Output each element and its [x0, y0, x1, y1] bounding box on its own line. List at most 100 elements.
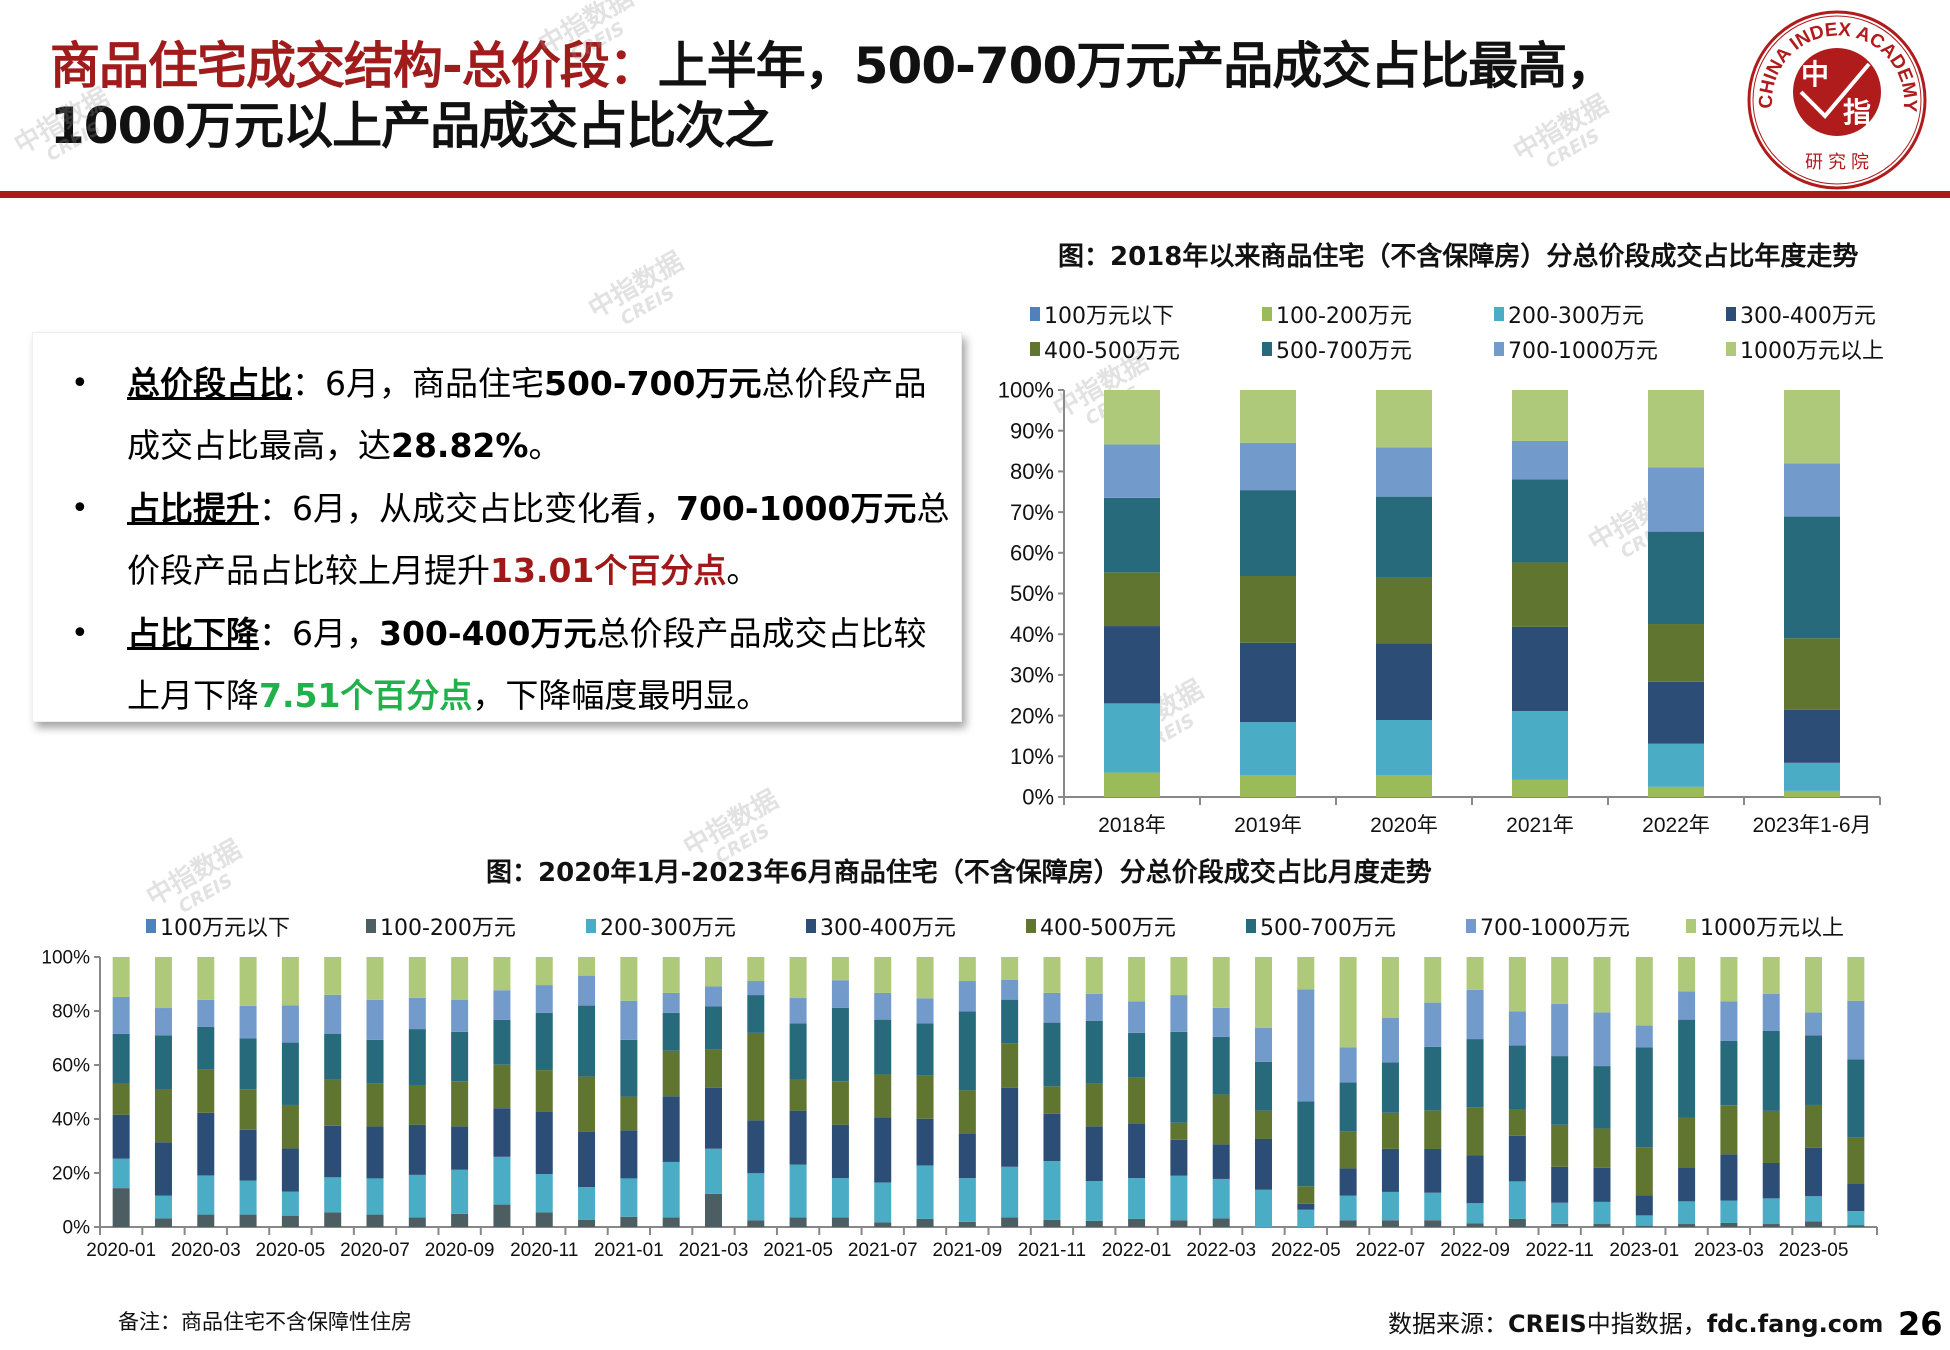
bar-segment	[831, 1124, 849, 1179]
legend-item: 300-400万元	[806, 910, 956, 942]
bar-segment	[1376, 447, 1432, 497]
bar-segment	[1678, 1224, 1696, 1227]
bar-segment	[1170, 1122, 1188, 1140]
bar-segment	[1678, 1201, 1696, 1225]
bullet-key: 占比提升	[127, 489, 259, 528]
bar-segment	[662, 1050, 680, 1097]
bar-segment	[1424, 957, 1442, 1003]
bar-segment	[1805, 1147, 1823, 1197]
bar-segment	[1512, 711, 1568, 780]
legend-label: 400-500万元	[1040, 916, 1176, 941]
bar-segment	[1128, 957, 1146, 1002]
y-tick-label: 90%	[1010, 418, 1054, 443]
bar-segment	[112, 1083, 130, 1115]
y-tick-label: 20%	[1010, 703, 1054, 728]
x-tick-label: 2021-05	[763, 1240, 833, 1261]
bar-segment	[1466, 1223, 1484, 1227]
bar-segment	[1212, 957, 1230, 1008]
bar-segment	[197, 1214, 215, 1227]
bullet-dot: •	[71, 616, 89, 651]
bar-segment	[1381, 1148, 1399, 1192]
bar-segment	[1339, 1082, 1357, 1132]
bar-segment	[1635, 1215, 1653, 1226]
bar-segment	[366, 957, 384, 1000]
bar-segment	[958, 1221, 976, 1227]
y-tick-label: 70%	[1010, 500, 1054, 525]
legend-label: 300-400万元	[820, 916, 956, 941]
legend-label: 200-300万元	[600, 916, 736, 941]
bar-segment	[493, 1108, 511, 1157]
bar-segment	[1240, 642, 1296, 723]
bar-segment	[1104, 703, 1160, 773]
bar-segment	[1170, 1031, 1188, 1123]
y-tick-label: 50%	[1010, 581, 1054, 606]
bar-segment	[1648, 786, 1704, 797]
annual-share-chart: 0% 10% 20% 30% 40% 50% 60% 70% 80% 90% 100% 2018年 20…	[998, 378, 1881, 837]
bullet-key: 总价段占比	[127, 364, 292, 403]
legend-swatch	[1262, 342, 1272, 356]
legend-label: 1000万元以上	[1700, 916, 1844, 941]
bar-segment	[620, 1096, 638, 1131]
bar-segment	[324, 1079, 342, 1126]
bar-segment	[831, 1178, 849, 1218]
logo-bottom-text: 研 究 院	[1805, 152, 1869, 172]
bullet-text: ：6月，从成交占比变化看，	[259, 489, 676, 528]
bar-segment	[747, 957, 765, 982]
legend-item: 400-500万元	[1026, 910, 1176, 942]
bar-segment	[704, 957, 722, 987]
bar-segment	[1784, 762, 1840, 791]
bar-segment	[1508, 1011, 1526, 1046]
bar-segment	[1648, 467, 1704, 532]
legend-item: 700-1000万元	[1494, 333, 1658, 365]
bar-segment	[578, 1076, 596, 1132]
bar-segment	[1805, 957, 1823, 1013]
bullet-text: ：6月，商品住宅	[292, 364, 544, 403]
y-tick-label: 0%	[63, 1218, 91, 1239]
bar-segment	[324, 1033, 342, 1080]
bar-segment	[239, 1038, 257, 1090]
bar-segment	[704, 1087, 722, 1149]
bar-segment	[704, 1193, 722, 1227]
bar-segment	[1381, 1112, 1399, 1149]
y-tick-label: 60%	[52, 1056, 90, 1077]
bar-segment	[1104, 390, 1160, 445]
legend-item: 200-300万元	[1494, 298, 1644, 330]
bar-segment	[1043, 1022, 1061, 1087]
bar-segment	[408, 1217, 426, 1227]
x-tick-label: 2020-05	[256, 1240, 326, 1261]
bar-segment	[874, 992, 892, 1020]
bar-segment	[620, 1178, 638, 1217]
bar-segment	[1043, 1161, 1061, 1220]
bar-segment	[1784, 709, 1840, 763]
legend-swatch	[1726, 342, 1736, 356]
bar-segment	[1593, 1066, 1611, 1129]
bar-segment	[197, 999, 215, 1027]
x-tick-label: 2019年	[1234, 814, 1302, 837]
legend-item: 100万元以下	[146, 910, 290, 942]
bar-segment	[535, 985, 553, 1013]
bar-segment	[1128, 1178, 1146, 1219]
bar-segment	[1381, 1191, 1399, 1221]
bullet-highlight: 300-400万元	[379, 614, 597, 653]
bar-segment	[1466, 1107, 1484, 1156]
bar-segment	[916, 1218, 934, 1227]
bar-segment	[1255, 1061, 1273, 1111]
bar-segment	[620, 1130, 638, 1179]
bar-segment	[1424, 1110, 1442, 1149]
bar-segment	[1297, 1186, 1315, 1204]
legend-label: 700-1000万元	[1508, 339, 1658, 364]
bar-segment	[789, 1023, 807, 1080]
page-number: 26	[1898, 1305, 1943, 1343]
bar-segment	[1212, 1094, 1230, 1145]
bar-segment	[535, 1012, 553, 1071]
bar-segment	[1784, 790, 1840, 797]
bar-segment	[1339, 1168, 1357, 1196]
bar-segment	[1762, 1030, 1780, 1111]
bar-segment	[154, 1142, 172, 1196]
bar-segment	[1720, 1222, 1738, 1227]
x-tick-label: 2020年	[1370, 814, 1438, 837]
bar-segment	[789, 957, 807, 999]
x-tick-label: 2023-03	[1694, 1240, 1764, 1261]
bar-segment	[1104, 626, 1160, 704]
bar-segment	[747, 981, 765, 996]
